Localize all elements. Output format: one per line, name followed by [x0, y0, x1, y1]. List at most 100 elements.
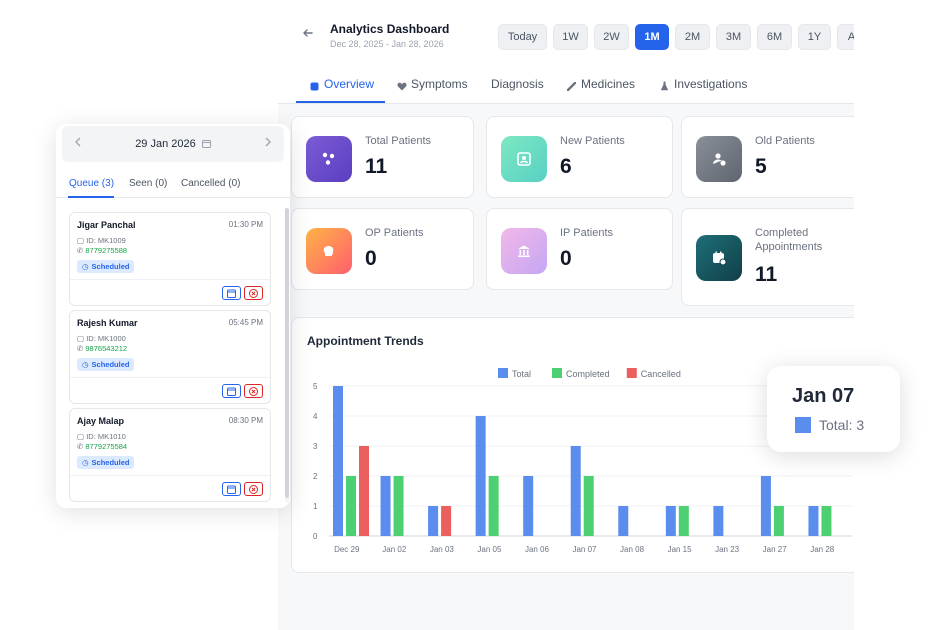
- range-today-button[interactable]: Today: [498, 24, 547, 50]
- chevron-right-icon[interactable]: [264, 136, 272, 150]
- phone-icon: ✆: [77, 246, 84, 255]
- page-title: Analytics Dashboard: [330, 22, 450, 36]
- calendar-icon: [227, 485, 236, 494]
- tab-diagnosis-label: Diagnosis: [491, 77, 544, 91]
- range-all-button[interactable]: All: [837, 24, 854, 50]
- pill-icon: [566, 80, 577, 91]
- bar: [441, 506, 452, 536]
- patient-phone: ✆ 8779275588: [77, 246, 127, 255]
- stat-card-total-patients: Total Patients 11: [291, 116, 474, 198]
- bar: [359, 446, 369, 536]
- appointment-time: 05:45 PM: [228, 318, 263, 327]
- range-selector: Today 1W 2W 1M 2M 3M 6M 1Y All: [498, 24, 854, 50]
- range-2w-button[interactable]: 2W: [594, 24, 629, 50]
- legend-label: Completed: [566, 369, 610, 379]
- list-item[interactable]: Jigar Panchal 01:30 PM ▢ ID: MK1009 ✆ 87…: [69, 212, 271, 306]
- list-item[interactable]: Rajesh Kumar 05:45 PM ▢ ID: MK1000 ✆ 987…: [69, 310, 271, 404]
- divider: [70, 279, 270, 280]
- legend-label: Total: [512, 369, 531, 379]
- tab-overview[interactable]: Overview: [310, 77, 374, 91]
- chevron-left-icon[interactable]: [74, 136, 82, 150]
- range-3m-button[interactable]: 3M: [716, 24, 751, 50]
- y-tick-label: 5: [313, 382, 318, 391]
- clock-icon: ◷: [82, 360, 89, 369]
- stat-label: Old Patients: [755, 135, 815, 147]
- close-circle-icon: [249, 288, 258, 298]
- cancel-appointment-button[interactable]: [244, 384, 263, 398]
- tab-seen[interactable]: Seen (0): [129, 178, 168, 189]
- tab-investigations-label: Investigations: [674, 77, 748, 91]
- divider: [70, 475, 270, 476]
- range-1m-button[interactable]: 1M: [635, 24, 669, 50]
- flask-icon: [660, 80, 669, 90]
- stat-label: OP Patients: [365, 227, 424, 239]
- bar: [333, 386, 343, 536]
- status-text: Scheduled: [91, 262, 130, 271]
- tab-medicines[interactable]: Medicines: [566, 77, 635, 91]
- tab-symptoms[interactable]: Symptoms: [397, 77, 468, 91]
- patient-id-text: ID: MK1010: [86, 432, 126, 441]
- tooltip-value: Total: 3: [819, 417, 865, 433]
- selected-date[interactable]: 29 Jan 2026: [62, 138, 284, 151]
- bar: [821, 506, 832, 536]
- clock-icon: ◷: [82, 262, 89, 271]
- patient-name: Rajesh Kumar: [77, 318, 138, 328]
- range-1y-button[interactable]: 1Y: [798, 24, 831, 50]
- id-card-icon: ▢: [77, 236, 85, 245]
- cancel-appointment-button[interactable]: [244, 482, 263, 496]
- bar: [773, 506, 784, 536]
- legend-swatch: [552, 368, 562, 378]
- hospital-icon: [501, 228, 547, 274]
- stat-card-op-patients: OP Patients 0: [291, 208, 474, 290]
- legend-label: Cancelled: [641, 369, 681, 379]
- patient-name: Jigar Panchal: [77, 220, 136, 230]
- back-arrow-icon[interactable]: [302, 26, 318, 42]
- stat-card-ip-patients: IP Patients 0: [486, 208, 673, 290]
- close-circle-icon: [249, 386, 258, 396]
- stat-label: Completed Appointments: [755, 227, 823, 253]
- dashboard-tabs: Overview Symptoms Diagnosis Medicines In…: [278, 62, 854, 104]
- y-tick-label: 0: [313, 532, 318, 541]
- phone-icon: ✆: [77, 344, 84, 353]
- status-badge: ◷ Scheduled: [77, 358, 135, 371]
- reschedule-button[interactable]: [222, 482, 241, 496]
- range-1w-button[interactable]: 1W: [553, 24, 588, 50]
- bar: [678, 506, 689, 536]
- bar: [380, 476, 391, 536]
- id-card-icon: ▢: [77, 334, 85, 343]
- tooltip-title: Jan 07: [792, 385, 855, 407]
- appointment-trends-chart: 0 1 2 3 4 5 Total Completed Cancelled Dec 29 Jan 0…: [313, 368, 852, 554]
- patient-id: ▢ ID: MK1009: [77, 236, 126, 245]
- bar: [475, 416, 486, 536]
- tab-investigations[interactable]: Investigations: [660, 77, 747, 91]
- range-2m-button[interactable]: 2M: [675, 24, 710, 50]
- status-badge: ◷ Scheduled: [77, 456, 135, 469]
- calendar-icon: [227, 289, 236, 298]
- user-card-icon: [501, 136, 547, 182]
- tab-queue[interactable]: Queue (3): [69, 178, 115, 189]
- reschedule-button[interactable]: [222, 384, 241, 398]
- selected-date-label: 29 Jan 2026: [135, 138, 196, 150]
- y-tick-label: 3: [313, 442, 318, 451]
- bar: [665, 506, 676, 536]
- stat-value: 0: [560, 247, 572, 270]
- range-6m-button[interactable]: 6M: [757, 24, 792, 50]
- tab-cancelled[interactable]: Cancelled (0): [181, 178, 241, 189]
- cancel-appointment-button[interactable]: [244, 286, 263, 300]
- legend-swatch: [626, 368, 637, 378]
- list-item[interactable]: Ajay Malap 08:30 PM ▢ ID: MK1010 ✆ 87792…: [69, 408, 271, 502]
- analytics-dashboard: Analytics Dashboard Dec 28, 2025 - Jan 2…: [278, 0, 854, 630]
- calendar-check-icon: [696, 235, 742, 281]
- appointment-time: 01:30 PM: [228, 220, 263, 229]
- reschedule-button[interactable]: [222, 286, 241, 300]
- bar: [618, 506, 629, 536]
- x-tick-label: Jan 28: [810, 545, 835, 554]
- x-tick-label: Jan 05: [477, 545, 502, 554]
- y-tick-label: 2: [313, 472, 318, 481]
- tab-diagnosis[interactable]: Diagnosis: [491, 77, 544, 91]
- patient-phone-text: 9876543212: [85, 344, 128, 353]
- x-tick-label: Jan 03: [430, 545, 455, 554]
- active-tab-indicator: [296, 101, 385, 103]
- queue-scrollbar-thumb[interactable]: [285, 208, 289, 498]
- queue-scrollbar[interactable]: [285, 208, 289, 502]
